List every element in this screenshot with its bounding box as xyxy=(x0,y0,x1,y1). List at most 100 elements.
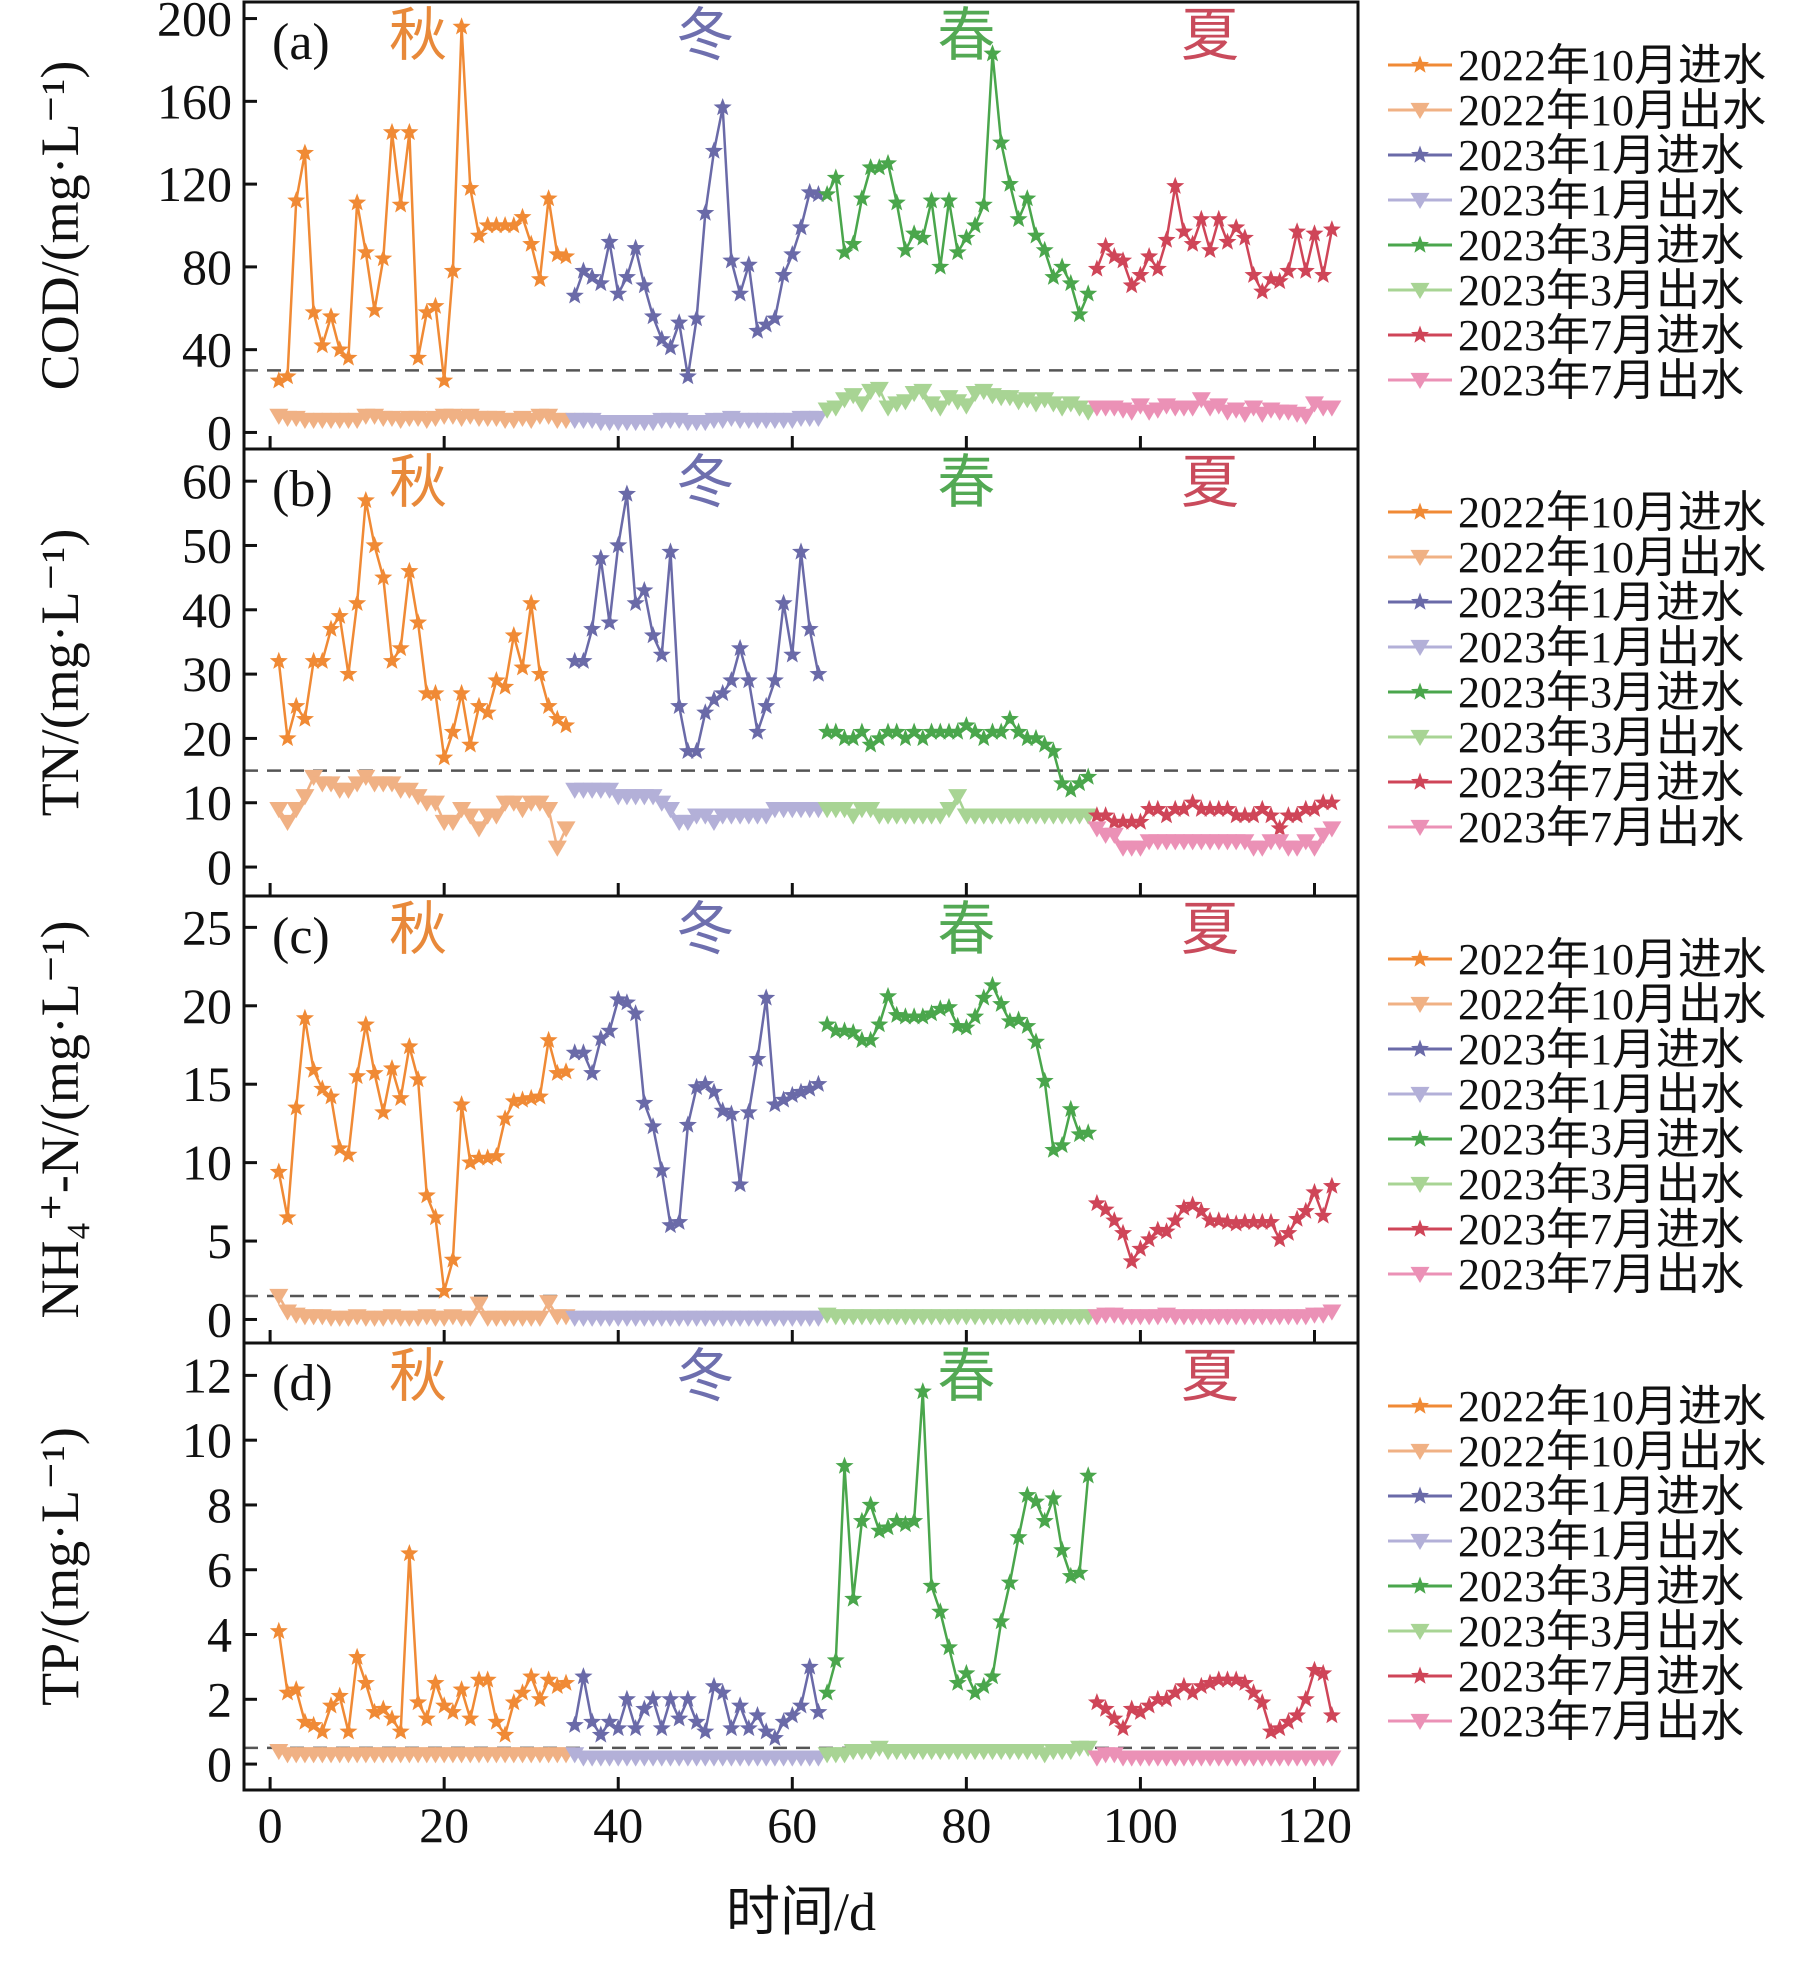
data-point xyxy=(1079,767,1098,785)
data-point xyxy=(678,1115,697,1133)
data-point xyxy=(591,548,610,566)
series-5 xyxy=(817,1740,1098,1764)
y-tick-label: 25 xyxy=(182,899,232,955)
data-point xyxy=(269,1288,289,1305)
data-point xyxy=(478,1148,497,1166)
data-point xyxy=(956,398,976,415)
data-point xyxy=(844,728,863,747)
data-point xyxy=(809,185,828,203)
data-point xyxy=(644,626,663,644)
data-point xyxy=(391,638,410,657)
data-point xyxy=(426,296,445,314)
legend-marker xyxy=(1410,1266,1430,1284)
data-point xyxy=(382,122,401,141)
data-point xyxy=(1201,240,1220,258)
data-point xyxy=(313,1079,332,1097)
data-point xyxy=(774,593,793,611)
data-point xyxy=(478,216,497,234)
data-point xyxy=(1322,793,1341,811)
data-point xyxy=(896,728,915,747)
data-point xyxy=(435,1281,454,1299)
data-point xyxy=(1227,1214,1246,1232)
data-point xyxy=(652,795,672,812)
data-point xyxy=(765,1095,784,1113)
data-point xyxy=(304,1715,323,1733)
data-point xyxy=(687,741,706,759)
data-point xyxy=(435,1696,454,1714)
data-point xyxy=(1314,265,1333,283)
data-point xyxy=(1061,1566,1080,1584)
data-point xyxy=(1314,1206,1333,1224)
data-point xyxy=(1148,259,1167,277)
series-line xyxy=(825,1390,1090,1695)
panel-frame xyxy=(242,447,1360,898)
data-point xyxy=(443,261,462,279)
data-point xyxy=(1218,232,1237,250)
data-point xyxy=(748,722,767,740)
data-point xyxy=(870,728,889,747)
y-tick-label: 12 xyxy=(182,1347,232,1403)
data-point xyxy=(905,1007,924,1025)
data-point xyxy=(1026,728,1045,747)
data-point xyxy=(643,789,663,806)
data-point xyxy=(695,808,715,825)
data-point xyxy=(1130,398,1150,415)
x-tick-label: 20 xyxy=(419,1797,469,1853)
data-point xyxy=(739,255,758,273)
legend-entry: 2023年3月进水 xyxy=(1458,1115,1744,1164)
data-point xyxy=(617,1689,636,1707)
data-point xyxy=(574,261,593,279)
data-point xyxy=(1140,247,1159,265)
data-point xyxy=(1053,1135,1072,1154)
data-point xyxy=(809,1702,828,1720)
data-point xyxy=(1104,827,1124,844)
legend-entry: 2023年7月进水 xyxy=(1458,311,1744,360)
data-point xyxy=(452,17,471,35)
data-point xyxy=(348,1066,367,1085)
data-point xyxy=(304,302,323,321)
data-point xyxy=(1209,1211,1228,1229)
series-2 xyxy=(565,1657,828,1746)
data-point xyxy=(1044,741,1063,759)
data-point xyxy=(1183,793,1202,811)
data-point xyxy=(565,286,584,304)
legend: 2022年10月进水2022年10月出水2023年1月进水2023年1月出水20… xyxy=(1388,935,1766,1299)
data-point xyxy=(356,1673,375,1691)
data-point xyxy=(339,664,358,682)
data-point xyxy=(905,224,924,242)
data-point xyxy=(478,703,497,721)
data-point xyxy=(661,338,680,356)
data-point xyxy=(1322,1706,1341,1724)
data-point xyxy=(452,1680,471,1698)
data-point xyxy=(1026,1032,1045,1050)
data-point xyxy=(269,1162,288,1180)
data-point xyxy=(1000,1573,1019,1591)
data-point xyxy=(966,1683,985,1701)
data-point xyxy=(530,1689,549,1707)
data-point xyxy=(557,716,576,734)
y-tick-label: 120 xyxy=(157,156,232,212)
data-point xyxy=(1235,834,1255,851)
data-point xyxy=(704,814,724,832)
data-point xyxy=(670,1212,689,1230)
data-point xyxy=(774,1712,793,1730)
legend-marker xyxy=(1411,502,1429,520)
data-point xyxy=(400,1037,419,1055)
data-point xyxy=(530,664,549,682)
data-point xyxy=(1183,400,1203,417)
data-point xyxy=(539,1670,558,1688)
y-tick-label: 20 xyxy=(182,978,232,1034)
legend-marker xyxy=(1410,282,1430,300)
data-point xyxy=(1044,1140,1063,1158)
data-point xyxy=(539,802,559,819)
data-point xyxy=(626,1004,645,1022)
legend-marker xyxy=(1410,1086,1430,1104)
data-point xyxy=(696,703,715,721)
data-point xyxy=(461,735,480,753)
y-tick-label: 10 xyxy=(182,1135,232,1191)
data-point xyxy=(583,1712,602,1730)
data-point xyxy=(287,191,306,209)
data-point xyxy=(661,1215,680,1234)
series-6 xyxy=(1087,176,1341,300)
data-point xyxy=(513,1683,532,1701)
